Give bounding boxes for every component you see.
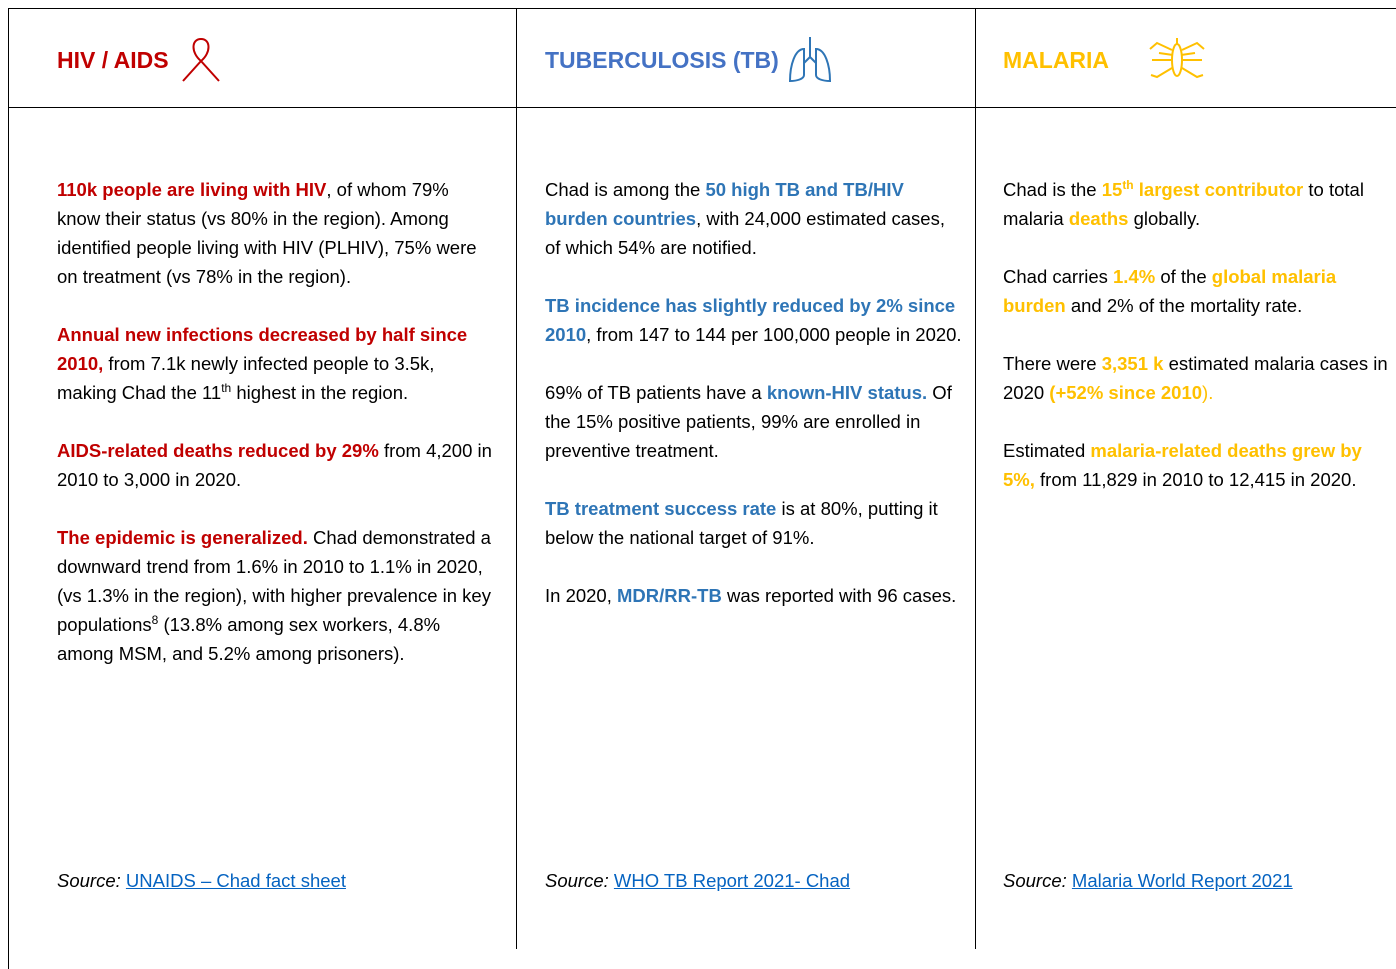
- highlight: global malaria burden: [1003, 266, 1337, 316]
- mosquito-icon: [1149, 38, 1205, 79]
- paragraph: Estimated malaria-related deaths grew by…: [1003, 436, 1391, 494]
- highlight: TB incidence has slightly reduced by 2% …: [545, 295, 956, 345]
- header-divider: [8, 107, 1396, 108]
- text: Chad is the: [1003, 179, 1102, 200]
- text: Chad is among the: [545, 179, 706, 200]
- highlight: 50 high TB and TB/HIV burden countries: [545, 179, 904, 229]
- text: was reported with 96 cases.: [721, 585, 957, 606]
- source-link[interactable]: WHO TB Report 2021- Chad: [613, 870, 851, 891]
- text: highest in the region.: [231, 382, 409, 403]
- source-label: Source:: [57, 870, 121, 891]
- paragraph: 69% of TB patients have a known-HIV stat…: [545, 378, 965, 465]
- column-body: 110k people are living with HIV, of whom…: [57, 175, 497, 697]
- text: is at 80%, putting it below the national…: [545, 498, 938, 548]
- highlight: AIDS-related deaths reduced by 29%: [57, 440, 379, 461]
- column-header: HIV / AIDS: [57, 30, 225, 90]
- source-label: Source:: [1003, 870, 1067, 891]
- highlight: malaria-related deaths grew by 5%,: [1003, 440, 1362, 490]
- highlight: Annual new infections decreased by half …: [57, 324, 468, 374]
- table-border: [8, 8, 1396, 969]
- paragraph: Chad carries 1.4% of the global malaria …: [1003, 262, 1391, 320]
- highlight: known-HIV status.: [766, 382, 928, 403]
- highlight: MDR/RR-TB: [617, 585, 722, 606]
- text: to total malaria: [1003, 179, 1364, 229]
- text: globally.: [1128, 208, 1201, 229]
- highlight: (+52% since 2010: [1049, 382, 1203, 403]
- text: In 2020,: [545, 585, 618, 606]
- highlight: 15: [1101, 179, 1123, 200]
- lungs-icon: [788, 37, 831, 83]
- paragraph: The epidemic is generalized. Chad demons…: [57, 523, 497, 668]
- source-link[interactable]: Malaria World Report 2021: [1071, 870, 1293, 891]
- text: , with 24,000 estimated cases, of which …: [545, 208, 945, 258]
- paragraph: There were 3,351 k estimated malaria cas…: [1003, 349, 1391, 407]
- superscript: 8: [151, 612, 159, 627]
- column-header: MALARIA: [1003, 30, 1207, 90]
- paragraph: Annual new infections decreased by half …: [57, 320, 497, 407]
- text: from 7.1k newly infected people to 3.5k,…: [57, 353, 435, 403]
- text: and 2% of the mortality rate.: [1065, 295, 1303, 316]
- paragraph: AIDS-related deaths reduced by 29% from …: [57, 436, 497, 494]
- source-label: Source:: [545, 870, 609, 891]
- highlight: TB treatment success rate: [545, 498, 777, 519]
- source: Source: Malaria World Report 2021: [1003, 870, 1293, 892]
- highlight: largest contributor: [1133, 179, 1304, 200]
- column-body: Chad is among the 50 high TB and TB/HIV …: [545, 175, 965, 639]
- text: , from 147 to 144 per 100,000 people in …: [586, 324, 962, 345]
- superscript: th: [221, 380, 232, 395]
- text: from 4,200 in 2010 to 3,000 in 2020.: [57, 440, 492, 490]
- source: Source: WHO TB Report 2021- Chad: [545, 870, 850, 892]
- text: ).: [1202, 382, 1214, 403]
- text: Chad carries: [1003, 266, 1114, 287]
- source-link[interactable]: UNAIDS – Chad fact sheet: [125, 870, 346, 891]
- column-title: MALARIA: [1003, 46, 1110, 73]
- paragraph: Chad is the 15th largest contributor to …: [1003, 175, 1391, 233]
- highlight: 3,351 k: [1101, 353, 1164, 374]
- highlight: deaths: [1068, 208, 1129, 229]
- page: HIV / AIDS TUBERCULOSIS (TB) MALARIA 110…: [8, 8, 1396, 969]
- column-divider: [975, 8, 976, 949]
- text: (13.8% among sex workers, 4.8% among MSM…: [57, 614, 441, 664]
- text: from 11,829 in 2010 to 12,415 in 2020.: [1034, 469, 1357, 490]
- text: There were: [1003, 353, 1102, 374]
- column-body: Chad is the 15th largest contributor to …: [1003, 175, 1391, 523]
- highlight: 1.4%: [1113, 266, 1156, 287]
- text: Of the 15% positive patients, 99% are en…: [545, 382, 952, 461]
- column-divider: [516, 8, 517, 949]
- text: Estimated: [1003, 440, 1091, 461]
- highlight: The epidemic is generalized.: [57, 527, 308, 548]
- text: 69% of TB patients have a: [545, 382, 767, 403]
- paragraph: Chad is among the 50 high TB and TB/HIV …: [545, 175, 965, 262]
- paragraph: TB incidence has slightly reduced by 2% …: [545, 291, 965, 349]
- text: Chad demonstrated a downward trend from …: [57, 527, 491, 635]
- paragraph: 110k people are living with HIV, of whom…: [57, 175, 497, 291]
- text: of the: [1155, 266, 1212, 287]
- column-title: TUBERCULOSIS (TB): [545, 46, 779, 73]
- column-title: HIV / AIDS: [57, 46, 169, 73]
- text: , of whom 79% know their status (vs 80% …: [57, 179, 477, 287]
- highlight: 110k people are living with HIV: [57, 179, 327, 200]
- column-header: TUBERCULOSIS (TB): [545, 30, 833, 90]
- paragraph: TB treatment success rate is at 80%, put…: [545, 494, 965, 552]
- source: Source: UNAIDS – Chad fact sheet: [57, 870, 346, 892]
- ribbon-icon: [181, 38, 220, 82]
- text: estimated malaria cases in 2020: [1003, 353, 1388, 403]
- paragraph: In 2020, MDR/RR-TB was reported with 96 …: [545, 581, 965, 610]
- superscript: th: [1122, 177, 1134, 192]
